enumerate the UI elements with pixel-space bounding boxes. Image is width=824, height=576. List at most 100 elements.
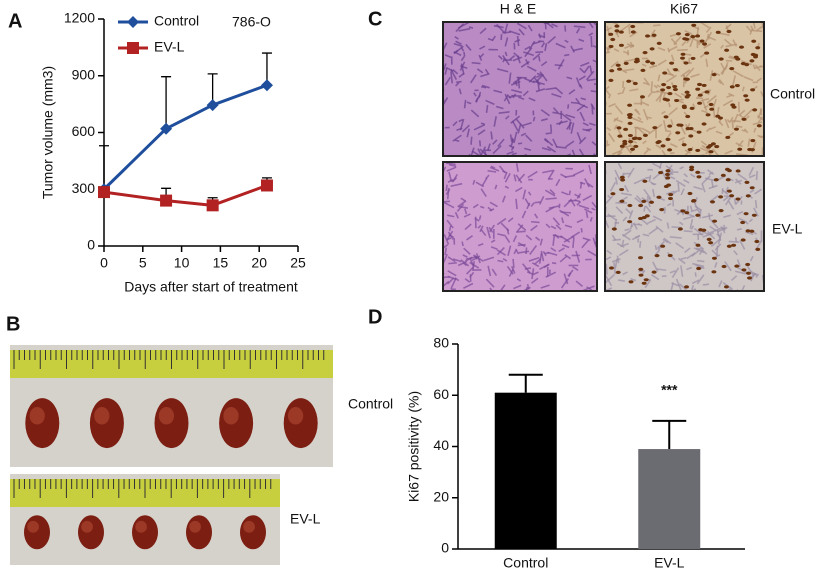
stained-nucleus [695,213,701,217]
stained-nucleus [608,32,614,36]
tissue-fiber [557,58,565,70]
stained-nucleus [623,61,629,65]
stained-nucleus [691,23,697,27]
tissue-fiber [754,188,762,195]
tissue-fiber [576,132,582,143]
tissue-fiber [616,255,620,264]
tumor [186,515,212,550]
tissue-fiber [462,254,468,258]
tissue-fiber [704,31,713,43]
tissue-fiber [583,65,590,74]
stained-nucleus [681,143,687,147]
tissue-fiber [621,239,625,245]
tissue-fiber [535,236,541,242]
tissue-fiber [591,207,596,211]
stained-nucleus [656,195,662,199]
tissue-fiber [578,102,589,109]
tissue-fiber [622,229,632,237]
tissue-fiber [739,240,746,250]
row-label: EV-L [772,221,803,237]
tissue-fiber [706,94,717,104]
tissue-fiber [701,145,711,152]
tissue-fiber [620,192,632,196]
stained-nucleus [636,136,642,141]
tissue-fiber [558,247,565,253]
tissue-fiber [727,200,735,210]
tissue-fiber [681,41,687,47]
tissue-fiber [487,143,491,151]
tissue-fiber [572,266,579,271]
tissue-fiber [458,205,469,209]
tissue-fiber [755,273,760,278]
stained-nucleus [642,51,648,55]
tissue-fiber [589,65,593,74]
stained-nucleus [753,55,759,59]
tissue-fiber [487,169,497,173]
x-axis-label: Days after start of treatment [124,279,298,295]
tissue-fiber [710,180,714,188]
tissue-fiber [561,191,569,196]
tissue-fiber [512,235,518,243]
tissue-fiber [732,75,736,86]
tissue-fiber [489,166,500,172]
tissue-fiber [547,35,557,44]
stained-nucleus [659,208,665,212]
tissue-fiber [648,227,659,235]
stained-nucleus [734,83,740,88]
tissue-fiber [458,72,465,78]
tissue-fiber [492,145,502,155]
tissue-fiber [470,147,475,157]
tumor [132,515,158,550]
tissue-fiber [575,27,581,34]
tissue-fiber [705,127,711,133]
stained-nucleus [747,276,753,280]
tissue-fiber [629,88,639,92]
stained-nucleus [755,247,761,252]
tissue-fiber [515,163,519,172]
tissue-fiber [675,179,686,188]
tissue-fiber [536,79,540,91]
tumor-highlight [158,407,175,425]
stained-nucleus [626,113,632,117]
tissue-fiber [464,208,468,215]
stained-nucleus [684,285,690,289]
stained-nucleus [673,68,679,72]
tissue-fiber [676,48,688,52]
tissue-fiber [483,256,495,262]
stained-nucleus [650,61,656,65]
stained-nucleus [711,256,717,260]
tissue-fiber [470,136,473,145]
marker [160,194,173,207]
tissue-fiber [509,55,516,61]
y-tick-label: 20 [433,488,449,504]
tissue-fiber [736,259,742,268]
tissue-fiber [527,170,538,179]
stained-nucleus [610,37,616,42]
stained-nucleus [711,73,717,77]
tissue-fiber [604,195,614,205]
tumor [283,398,318,449]
y-tick-label: 40 [433,437,449,453]
tissue-fiber [607,213,617,221]
tissue-fiber [721,189,729,195]
tissue-fiber [670,54,675,62]
tissue-fiber [622,271,628,276]
tissue-fiber [614,177,618,185]
tissue-fiber [575,97,580,103]
tissue-fiber [551,262,557,265]
tissue-fiber [641,63,647,67]
tissue-fiber [454,211,459,219]
tissue-fiber [524,77,536,84]
tissue-fiber [513,248,518,255]
tissue-fiber [694,203,701,214]
tumor-highlight [27,520,39,533]
tissue-fiber [653,84,658,89]
tissue-fiber [584,208,593,214]
tissue-fiber [579,111,586,122]
tissue-fiber [489,201,498,208]
tissue-fiber [538,253,543,264]
tissue-fiber [474,217,480,222]
tissue-fiber [733,113,739,123]
